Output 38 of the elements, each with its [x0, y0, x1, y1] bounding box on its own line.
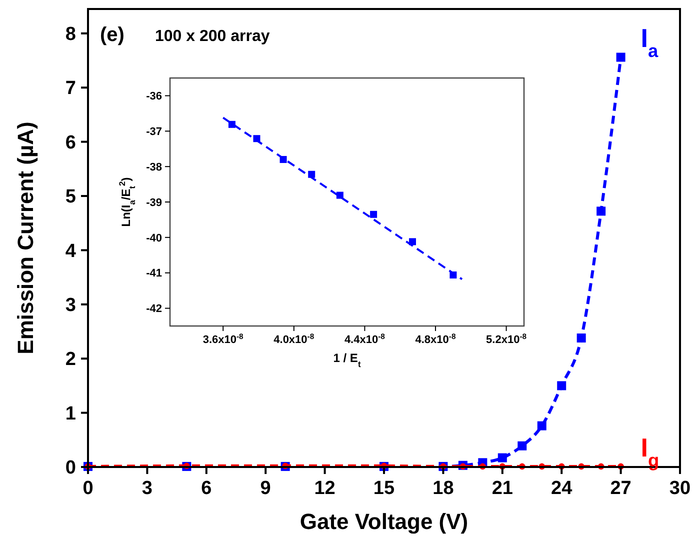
y-tick-label: -36	[146, 90, 162, 103]
y-axis-title: Emission Current (µA)	[13, 122, 38, 354]
y-tick-label: 5	[65, 186, 76, 208]
x-tick-label: 4.8x10$^{-8}$	[415, 332, 456, 346]
y-tick-label: -39	[146, 196, 162, 209]
y-tick-label: 2	[65, 349, 76, 370]
annotation: 100 x 200 array	[155, 28, 270, 45]
x-tick-label: 4.4x10$^{-8}$	[344, 332, 386, 346]
y-tick-label: 7	[65, 78, 76, 100]
x-axis-title: Gate Voltage (V)	[300, 509, 468, 534]
x-tick-label: 4.0x10$^{-8}$	[274, 332, 315, 346]
y-tick-label: 8	[65, 24, 76, 46]
x-tick-label: 15	[373, 478, 395, 499]
x-tick-label: 3.6x10$^{-8}$	[202, 332, 244, 346]
y-tick-label: 1	[65, 403, 76, 424]
x-tick-label: 18	[432, 478, 454, 499]
y-tick-label: -38	[146, 161, 162, 174]
y-tick-label: -40	[146, 232, 162, 244]
x-tick-label: 5.2x10$^{-8}$	[486, 332, 528, 346]
annotation: (e)	[100, 24, 124, 46]
y-tick-label: -41	[146, 268, 162, 280]
x-tick-label: 9	[260, 478, 271, 499]
y-tick-label: 6	[65, 132, 76, 154]
x-axis-title: 1 / E$_{t}$	[333, 351, 361, 369]
y-tick-label: 3	[65, 295, 76, 316]
x-tick-label: 12	[314, 478, 336, 499]
x-tick-label: 6	[201, 478, 212, 499]
series-label: I$_{g}$	[640, 432, 660, 470]
x-tick-label: 21	[492, 478, 514, 499]
x-tick-label: 0	[82, 478, 94, 499]
x-tick-label: 24	[551, 478, 573, 499]
y-tick-label: 0	[65, 458, 76, 479]
series-label: I$_{a}$	[640, 23, 660, 62]
y-tick-label: -37	[146, 126, 162, 138]
x-tick-label: 30	[669, 478, 691, 499]
y-tick-label: -42	[146, 303, 162, 316]
x-tick-label: 27	[610, 478, 632, 499]
y-tick-label: 4	[65, 240, 76, 262]
